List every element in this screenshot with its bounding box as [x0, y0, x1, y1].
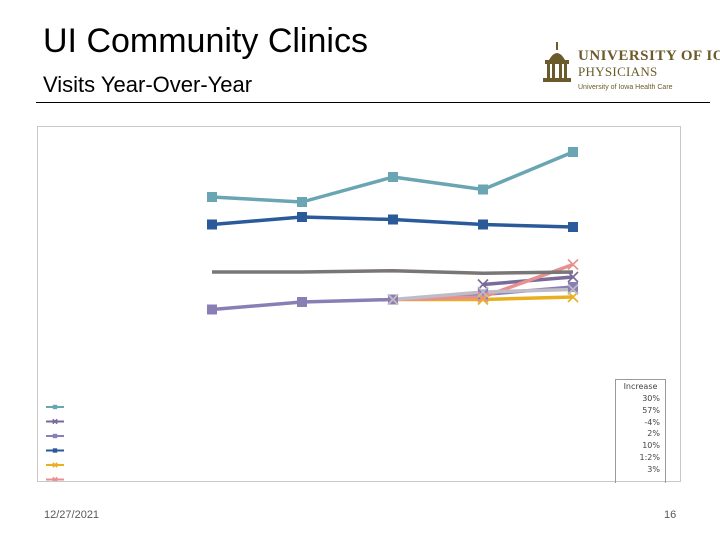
logo-tagline: University of Iowa Health Care: [578, 84, 673, 91]
data-point: [207, 304, 217, 315]
data-point: [52, 476, 58, 481]
increase-table: Increase 30% 57% -4% 2% 10% 1:2% 3%: [615, 379, 666, 483]
logo-university-text: UNIVERSITY OF IOWA: [578, 48, 720, 64]
data-point: [567, 283, 579, 296]
data-point: [477, 286, 489, 298]
data-point: [388, 172, 398, 182]
increase-row: 3%: [647, 464, 660, 474]
data-point: [52, 433, 58, 439]
data-point: [207, 192, 217, 202]
data-point: [297, 212, 307, 222]
data-point: [52, 448, 58, 453]
page-number: 16: [664, 509, 677, 521]
data-point: [297, 197, 307, 207]
data-point: [568, 147, 578, 157]
title-divider: [36, 102, 710, 103]
slide-title: UI Community Clinics: [43, 22, 368, 60]
increase-row: 1:2%: [639, 452, 660, 462]
logo-physicians-text: PHYSICIANS: [578, 64, 658, 79]
data-point: [52, 404, 58, 410]
data-point: [568, 222, 578, 232]
series-line: [212, 269, 574, 275]
increase-row: 2%: [647, 429, 660, 439]
increase-row: 10%: [642, 441, 660, 451]
capitol-building-icon: [543, 42, 571, 82]
data-point: [52, 418, 58, 425]
increase-row: 57%: [642, 405, 660, 415]
chart-area: [37, 126, 681, 482]
data-point: [478, 289, 488, 300]
data-point: [478, 184, 488, 195]
data-point: [567, 271, 579, 283]
increase-row: -4%: [644, 417, 660, 427]
data-point: [477, 291, 489, 303]
data-point: [478, 219, 488, 230]
increase-row: 30%: [642, 394, 660, 403]
increase-table-header: Increase: [623, 382, 658, 391]
data-point: [297, 297, 307, 307]
line-chart: [46, 147, 579, 481]
data-point: [387, 293, 399, 306]
data-point: [207, 219, 217, 230]
university-logo: UNIVERSITY OF IOWA PHYSICIANS University…: [541, 30, 720, 100]
data-point: [568, 282, 578, 292]
footer-date: 12/27/2021: [44, 509, 100, 521]
data-point: [567, 258, 579, 271]
series-markers: [207, 147, 579, 315]
slide-subtitle: Visits Year-Over-Year: [43, 72, 253, 97]
data-point: [52, 462, 58, 468]
legend: [46, 404, 64, 481]
data-point: [388, 214, 398, 225]
